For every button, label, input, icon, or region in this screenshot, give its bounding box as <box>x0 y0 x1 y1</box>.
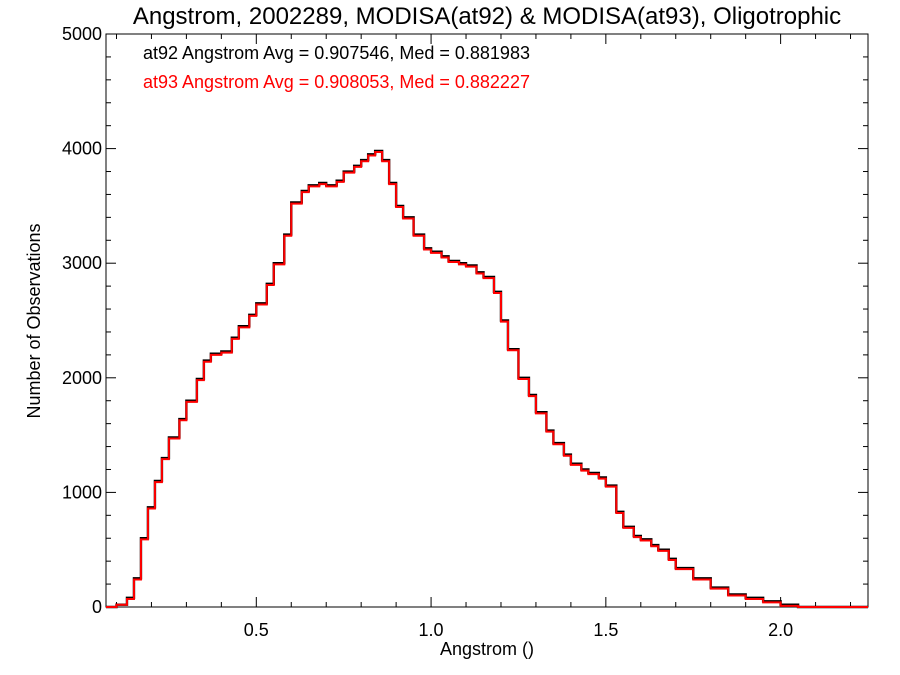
axis-ticks: 0.5 1.0 1.5 2.0 0 1000 2000 3000 4000 5000 <box>62 24 868 640</box>
y-tick-label: 5000 <box>62 24 102 44</box>
annotations: at92 Angstrom Avg = 0.907546, Med = 0.88… <box>143 43 530 92</box>
x-tick-label: 1.5 <box>593 620 618 640</box>
x-tick-label: 0.5 <box>244 620 269 640</box>
y-tick-label: 4000 <box>62 139 102 159</box>
stats-at92: at92 Angstrom Avg = 0.907546, Med = 0.88… <box>143 43 530 63</box>
series-at92-line <box>106 149 868 609</box>
plot-frame <box>105 33 869 608</box>
x-tick-label: 2.0 <box>768 620 793 640</box>
y-tick-label: 3000 <box>62 253 102 273</box>
y-tick-label: 1000 <box>62 482 102 502</box>
x-tick-label: 1.0 <box>419 620 444 640</box>
series-at93-line <box>106 151 868 608</box>
series-layer <box>106 149 868 609</box>
stats-at93: at93 Angstrom Avg = 0.908053, Med = 0.88… <box>143 72 530 92</box>
y-tick-label: 0 <box>92 597 102 617</box>
x-axis-label: Angstrom () <box>440 639 534 659</box>
y-tick-label: 2000 <box>62 368 102 388</box>
y-axis-label: Number of Observations <box>24 223 44 418</box>
chart-title: Angstrom, 2002289, MODISA(at92) & MODISA… <box>133 3 841 30</box>
